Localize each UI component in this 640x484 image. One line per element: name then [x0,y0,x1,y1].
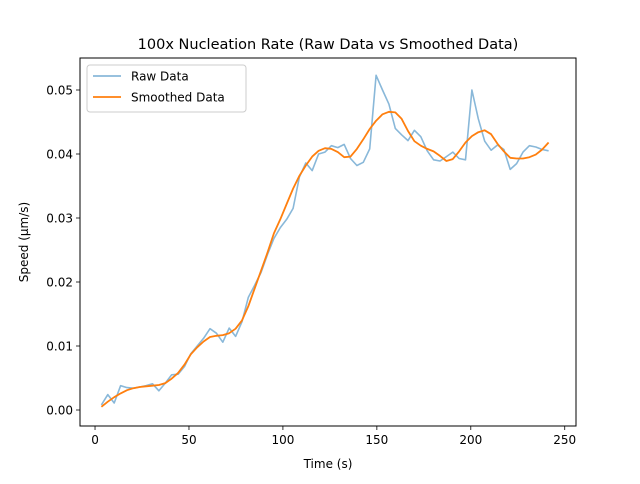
series-line-smoothed-data [100,110,550,408]
y-tick-label: 0.03 [46,212,73,226]
y-axis: 0.00 0.01 0.02 0.03 0.04 0.05 [46,84,80,418]
x-tick-label: 50 [181,433,196,447]
x-tick-label: 0 [91,433,99,447]
y-tick-label: 0.04 [46,148,73,162]
x-tick-label: 100 [271,433,294,447]
legend-label-smoothed-data: Smoothed Data [131,91,225,105]
legend-label-raw-data: Raw Data [131,70,189,84]
legend-box [86,64,247,113]
x-tick-label: 200 [459,433,482,447]
x-tick-label: 250 [553,433,576,447]
y-tick-label: 0.00 [46,404,73,418]
y-tick-label: 0.01 [46,340,73,354]
y-axis-label: Speed (μm/s) [17,202,31,282]
y-tick-label: 0.02 [46,276,73,290]
x-axis: 0 50 100 150 200 250 [91,426,576,447]
x-axis-label: Time (s) [303,457,353,471]
y-tick-label: 0.05 [46,84,73,98]
plot-area [100,74,550,408]
axes-frame [79,57,577,427]
legend: Raw Data Smoothed Data [86,64,247,113]
chart-title: 100x Nucleation Rate (Raw Data vs Smooth… [138,37,519,53]
x-tick-label: 150 [365,433,388,447]
